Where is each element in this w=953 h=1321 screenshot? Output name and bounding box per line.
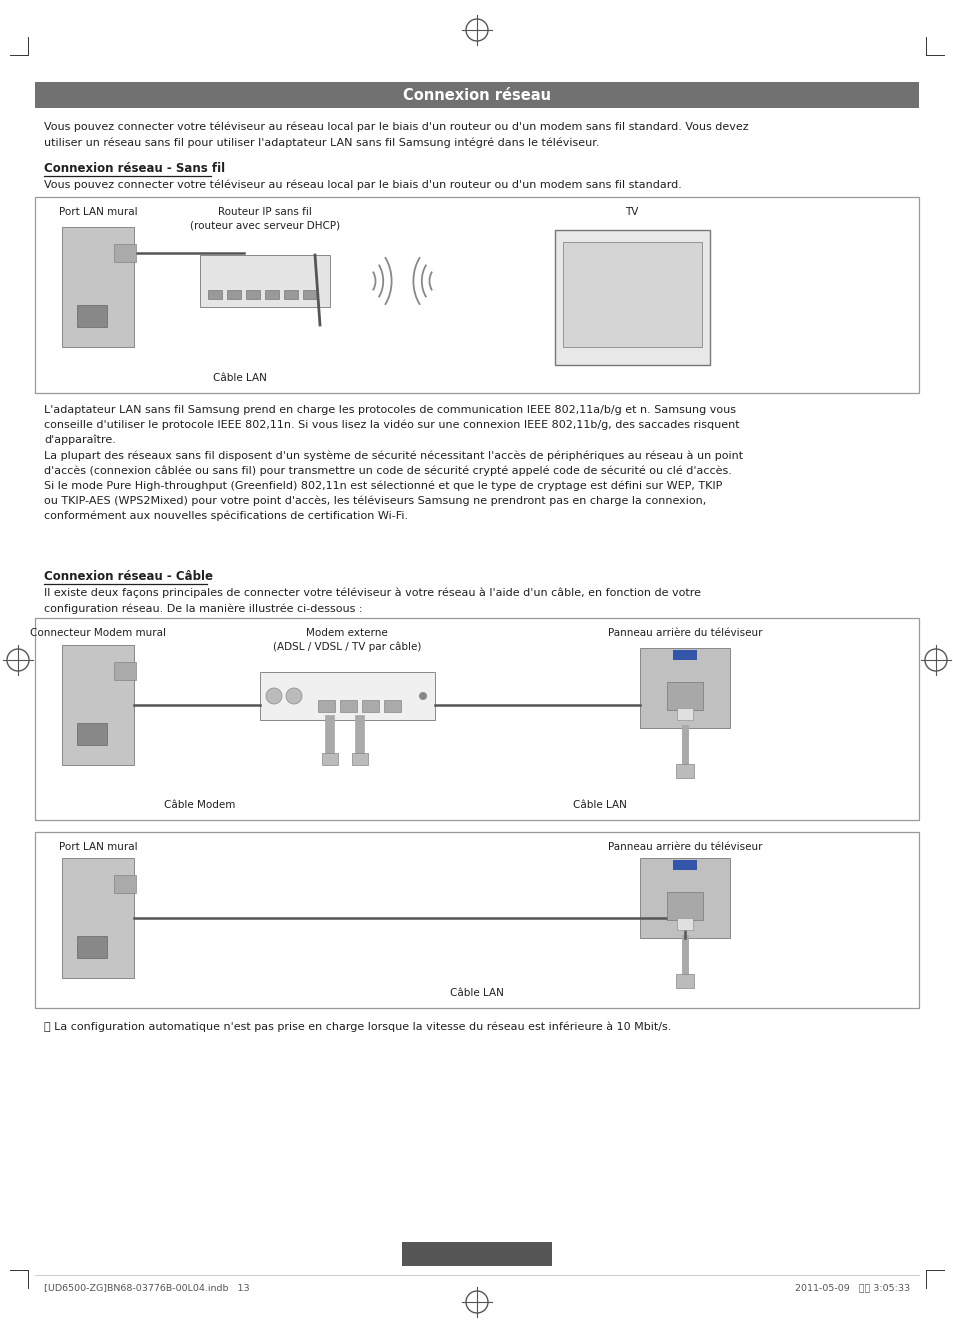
Text: Vous pouvez connecter votre téléviseur au réseau local par le biais d'un routeur: Vous pouvez connecter votre téléviseur a… bbox=[44, 122, 748, 148]
Bar bbox=[284, 291, 297, 299]
Bar bbox=[77, 937, 107, 958]
Text: Panneau arrière du téléviseur: Panneau arrière du téléviseur bbox=[607, 841, 761, 852]
Bar bbox=[639, 649, 729, 728]
Bar bbox=[672, 860, 697, 871]
Bar bbox=[339, 700, 356, 712]
Bar bbox=[401, 1242, 552, 1266]
Bar bbox=[246, 291, 260, 299]
Bar bbox=[677, 708, 692, 720]
Text: Câble LAN: Câble LAN bbox=[573, 801, 626, 810]
Bar bbox=[361, 700, 378, 712]
Text: Câble LAN: Câble LAN bbox=[213, 373, 267, 383]
Bar bbox=[555, 230, 709, 365]
Text: Connexion réseau - Câble: Connexion réseau - Câble bbox=[44, 569, 213, 583]
Bar bbox=[317, 700, 335, 712]
Bar bbox=[322, 753, 337, 765]
Text: Port LAN mural: Port LAN mural bbox=[59, 841, 137, 852]
Bar bbox=[113, 244, 136, 262]
Text: Vous pouvez connecter votre téléviseur au réseau local par le biais d'un routeur: Vous pouvez connecter votre téléviseur a… bbox=[44, 180, 681, 190]
Bar bbox=[200, 255, 330, 306]
Text: Connecteur Modem mural: Connecteur Modem mural bbox=[30, 627, 166, 638]
Text: Câble LAN: Câble LAN bbox=[450, 988, 503, 997]
Circle shape bbox=[286, 688, 302, 704]
Bar bbox=[303, 291, 316, 299]
Bar bbox=[639, 859, 729, 938]
Bar bbox=[62, 859, 133, 978]
Bar bbox=[35, 197, 918, 394]
Circle shape bbox=[266, 688, 282, 704]
Text: L'adaptateur LAN sans fil Samsung prend en charge les protocoles de communicatio: L'adaptateur LAN sans fil Samsung prend … bbox=[44, 406, 742, 522]
Text: Connexion réseau - Sans fil: Connexion réseau - Sans fil bbox=[44, 162, 225, 174]
Bar bbox=[35, 618, 918, 820]
Bar bbox=[562, 242, 701, 347]
Text: Routeur IP sans fil
(routeur avec serveur DHCP): Routeur IP sans fil (routeur avec serveu… bbox=[190, 207, 339, 230]
Bar bbox=[676, 974, 693, 988]
Bar bbox=[77, 723, 107, 745]
Bar bbox=[677, 918, 692, 930]
Text: LAN: LAN bbox=[678, 657, 691, 660]
Text: Modem externe
(ADSL / VDSL / TV par câble): Modem externe (ADSL / VDSL / TV par câbl… bbox=[273, 627, 420, 651]
Text: 2011-05-09   오후 3:05:33: 2011-05-09 오후 3:05:33 bbox=[794, 1283, 909, 1292]
Text: Il existe deux façons principales de connecter votre téléviseur à votre réseau à: Il existe deux façons principales de con… bbox=[44, 588, 700, 614]
Bar bbox=[77, 305, 107, 328]
Text: Port LAN mural: Port LAN mural bbox=[59, 207, 137, 217]
Bar bbox=[666, 892, 702, 919]
Bar bbox=[352, 753, 368, 765]
Bar bbox=[666, 682, 702, 709]
Bar bbox=[227, 291, 241, 299]
Text: Panneau arrière du téléviseur: Panneau arrière du téléviseur bbox=[607, 627, 761, 638]
Text: ␹ La configuration automatique n'est pas prise en charge lorsque la vitesse du r: ␹ La configuration automatique n'est pas… bbox=[44, 1022, 671, 1033]
Bar bbox=[35, 82, 918, 108]
Text: Connexion réseau: Connexion réseau bbox=[402, 87, 551, 103]
Bar bbox=[676, 764, 693, 778]
Bar bbox=[113, 662, 136, 680]
Bar bbox=[35, 832, 918, 1008]
Bar bbox=[62, 645, 133, 765]
Text: [UD6500-ZG]BN68-03776B-00L04.indb   13: [UD6500-ZG]BN68-03776B-00L04.indb 13 bbox=[44, 1283, 250, 1292]
Text: LAN: LAN bbox=[678, 867, 691, 871]
Bar bbox=[208, 291, 222, 299]
Bar bbox=[384, 700, 400, 712]
Bar bbox=[62, 227, 133, 347]
Bar bbox=[113, 875, 136, 893]
Text: Français - 13: Français - 13 bbox=[432, 1247, 521, 1260]
Bar bbox=[265, 291, 278, 299]
Bar bbox=[260, 672, 435, 720]
Text: TV: TV bbox=[624, 207, 638, 217]
Text: Câble Modem: Câble Modem bbox=[164, 801, 235, 810]
Bar bbox=[672, 650, 697, 660]
Circle shape bbox=[418, 692, 427, 700]
